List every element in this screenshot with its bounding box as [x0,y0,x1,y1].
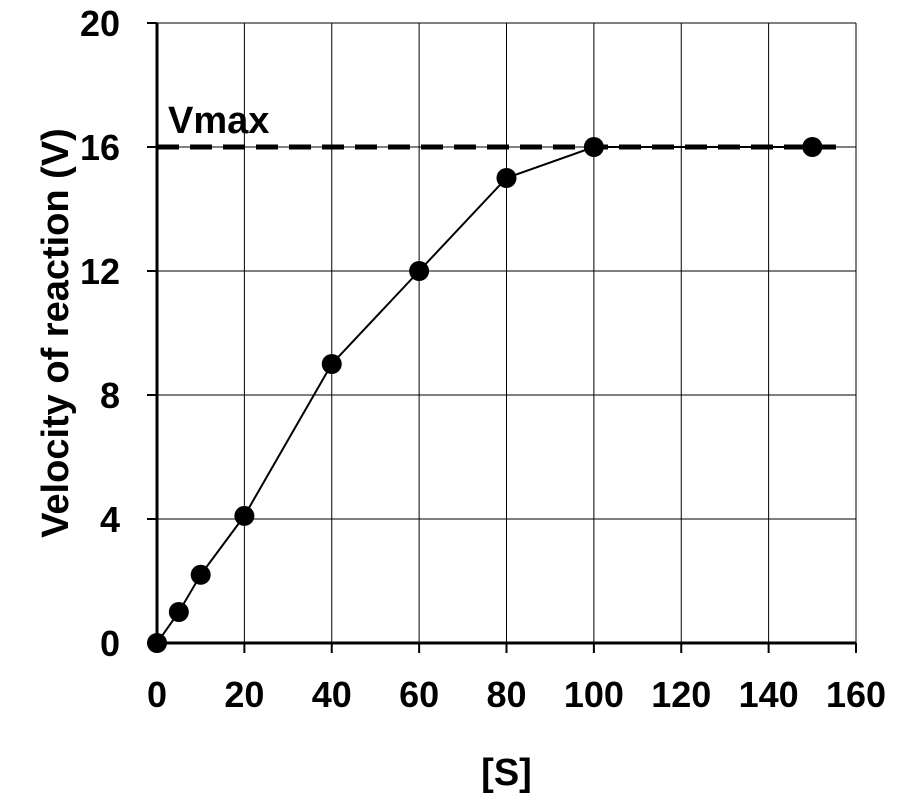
data-point [168,602,189,622]
tick-labels: 0 20 40 60 80 100 120 140 160 0 4 8 12 16 20 [80,3,886,715]
x-tick-label: 100 [564,674,624,715]
data-point [802,137,823,157]
y-axis-label: Velocity of reaction (V) [35,128,77,538]
x-tick-label: 120 [651,674,711,715]
x-axis-label: [S] [481,752,532,794]
y-tick-label: 8 [100,375,120,416]
data-point [234,505,255,526]
x-tick-label: 0 [147,674,167,715]
y-tick-label: 12 [80,251,120,292]
vmax-label: Vmax [168,100,269,142]
data-point [190,564,211,585]
x-tick-label: 140 [739,674,799,715]
x-tick-label: 60 [399,674,439,715]
y-tick-label: 0 [100,623,120,664]
y-tick-label: 20 [80,3,120,44]
axes [147,22,857,653]
data-series [147,137,823,653]
y-tick-label: 4 [100,499,120,540]
x-tick-label: 20 [224,674,264,715]
data-point [321,354,342,374]
x-tick-label: 160 [826,674,886,715]
data-point [147,633,167,653]
data-point [409,261,430,281]
y-tick-label: 16 [80,127,120,168]
x-tick-label: 40 [312,674,352,715]
data-point [496,168,517,188]
x-tick-label: 80 [486,674,526,715]
data-point [583,137,604,157]
gridlines [157,22,857,643]
